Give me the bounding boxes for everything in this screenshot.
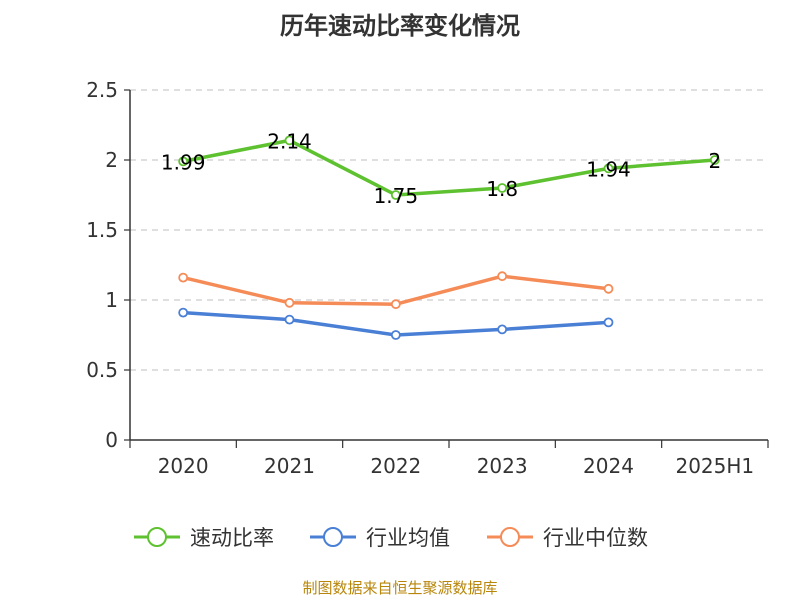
series-1 [178, 307, 614, 340]
legend-item[interactable]: 行业中位数 [487, 526, 648, 550]
y-tick-label: 0.5 [86, 358, 118, 382]
data-label: 1.75 [374, 184, 419, 208]
data-label: 1.99 [161, 150, 206, 174]
series-2 [178, 271, 614, 310]
legend-label: 行业均值 [366, 526, 450, 550]
data-point[interactable] [497, 271, 508, 282]
legend-item[interactable]: 速动比率 [134, 526, 274, 550]
data-point[interactable] [284, 135, 295, 146]
y-tick-label: 2.5 [86, 78, 118, 102]
legend-label: 速动比率 [190, 526, 274, 550]
x-tick-label: 2020 [158, 454, 209, 478]
grid-lines [130, 89, 768, 371]
data-label: 2 [708, 149, 721, 173]
data-point[interactable] [178, 156, 189, 167]
data-point[interactable] [390, 299, 401, 310]
axes: 0 0.5 1 1.5 2 2.5 2020 2021 2022 2023 2024 2025H1 [86, 78, 769, 478]
data-point[interactable] [284, 314, 295, 325]
y-tick-label: 1 [105, 288, 118, 312]
series-0 [178, 135, 720, 200]
x-tick-label: 2022 [370, 454, 421, 478]
data-point[interactable] [390, 190, 401, 200]
legend[interactable]: 速动比率 行业均值 行业中位数 [134, 526, 648, 550]
source-note: 制图数据来自恒生聚源数据库 [302, 579, 497, 597]
data-point[interactable] [284, 297, 295, 308]
x-tick-label: 2024 [583, 454, 634, 478]
series-line [181, 138, 717, 197]
data-labels: 1.99 2.14 1.75 1.8 1.94 2 [161, 129, 721, 208]
y-tick-label: 2 [105, 148, 118, 172]
data-point[interactable] [709, 155, 720, 165]
y-tick-label: 1.5 [86, 218, 118, 242]
legend-marker [147, 527, 167, 547]
data-label: 2.14 [267, 129, 312, 153]
data-point[interactable] [178, 307, 189, 318]
data-point[interactable] [603, 283, 614, 294]
data-point[interactable] [603, 163, 614, 174]
data-point[interactable] [178, 272, 189, 283]
x-tick-label: 2025H1 [675, 454, 754, 478]
data-point[interactable] [390, 330, 401, 340]
legend-marker [500, 527, 520, 547]
y-tick-label: 0 [105, 428, 118, 452]
data-label: 1.8 [486, 177, 518, 201]
data-label: 1.94 [586, 157, 631, 181]
legend-marker [323, 527, 343, 547]
data-point[interactable] [497, 183, 508, 193]
x-tick-label: 2021 [264, 454, 315, 478]
x-tick-label: 2023 [477, 454, 528, 478]
legend-label: 行业中位数 [543, 526, 648, 550]
series-layer [178, 135, 720, 340]
legend-item[interactable]: 行业均值 [310, 526, 450, 550]
data-point[interactable] [497, 324, 508, 335]
data-point[interactable] [603, 317, 614, 328]
chart-title: 历年速动比率变化情况 [280, 12, 520, 40]
